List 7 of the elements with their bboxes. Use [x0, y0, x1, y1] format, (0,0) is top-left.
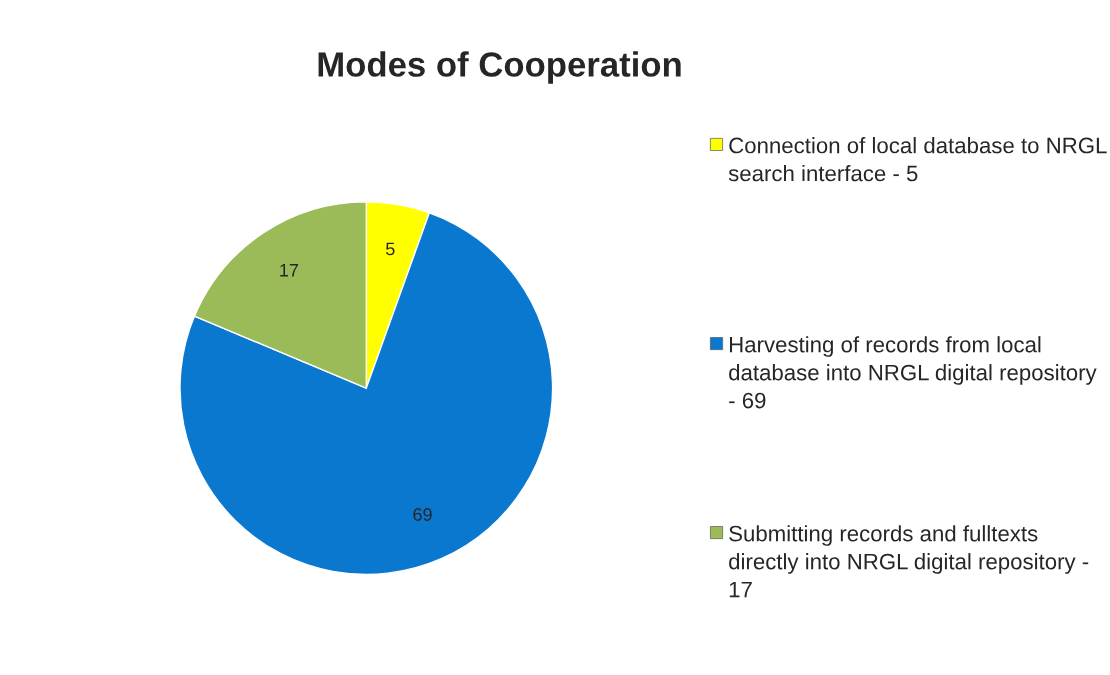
chart-title: Modes of Cooperation [318, 51, 681, 84]
data-label: 17 [280, 264, 299, 277]
legend-label: Submitting records and fulltexts directly into NRGL digital repository - 17 [729, 525, 1089, 598]
legend-label: Connection of local database to NRGL search interface - 5 [728, 137, 1107, 182]
legend-label: Harvesting of records from local database into NRGL digital repository - 69 [729, 336, 1097, 409]
data-label: 5 [386, 242, 395, 256]
data-label: 69 [413, 508, 432, 521]
